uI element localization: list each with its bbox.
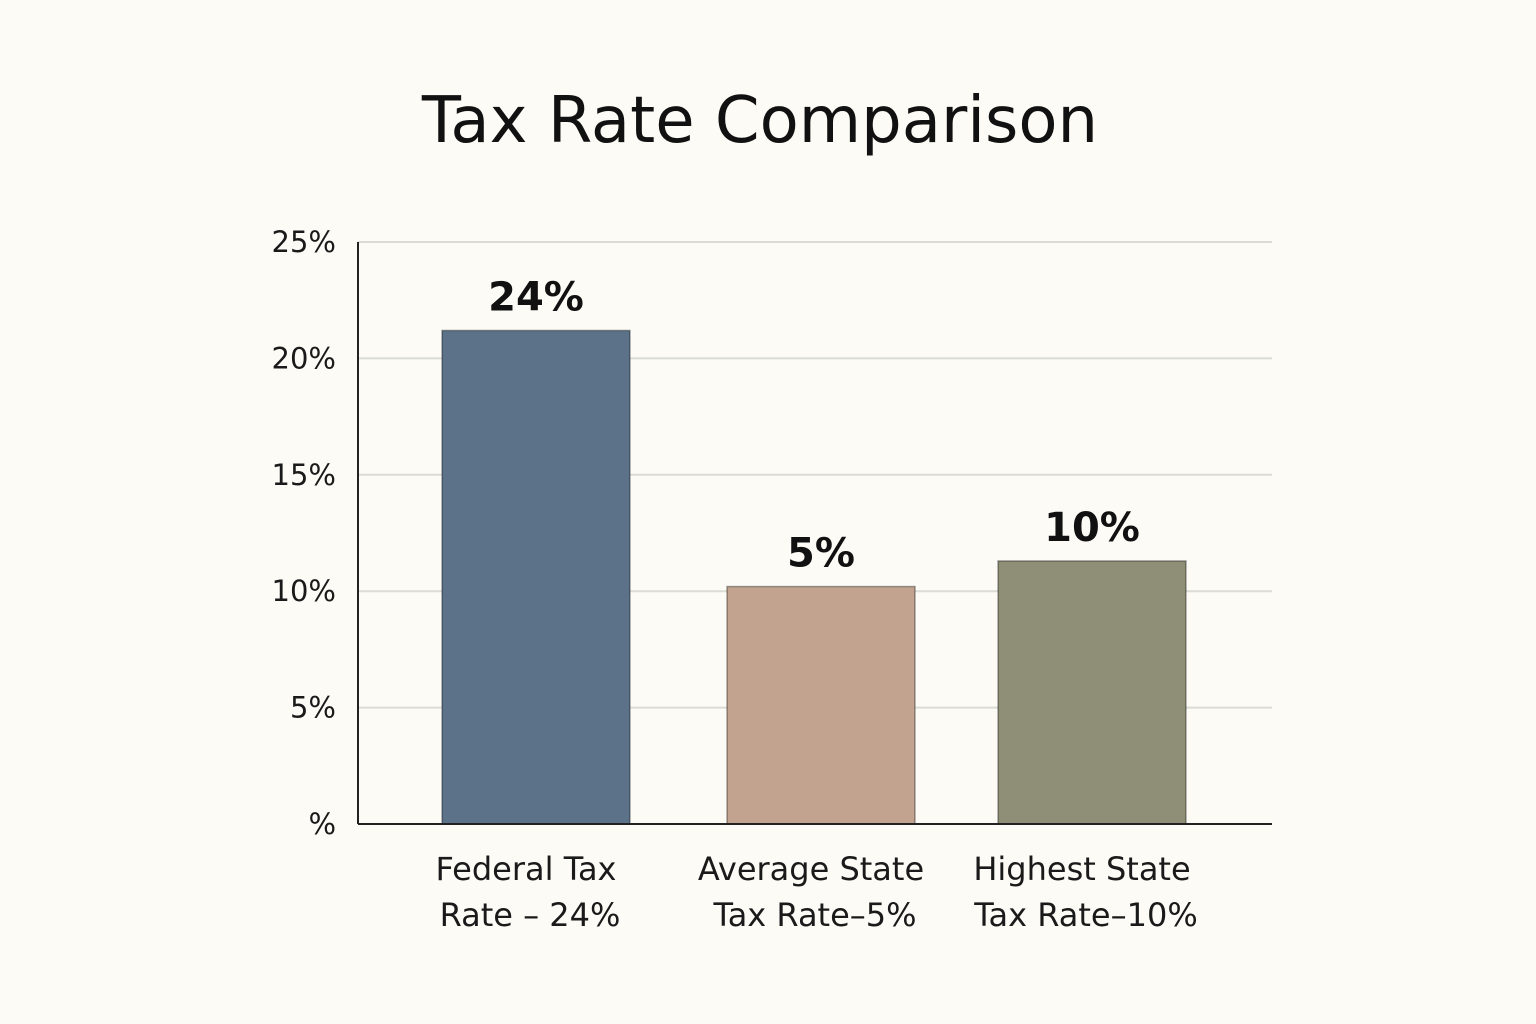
y-tick-label: 25% [272,225,336,259]
bars [441,329,1187,825]
y-tick-label: 20% [272,341,336,375]
y-tick-label: % [308,807,336,841]
chart-title: Tax Rate Comparison [421,84,1099,158]
category-label: Tax Rate–10% [973,896,1197,934]
y-tick-label: 15% [272,458,336,492]
category-label: Tax Rate–5% [712,896,916,934]
category-labels: Federal Tax Rate – 24% Average State Tax Ra… [436,850,1198,934]
bar-value-label: 10% [1044,505,1140,551]
category-label: Highest State [973,850,1190,888]
bar [441,329,631,825]
y-tick-label: 5% [290,691,336,725]
category-label: Federal Tax [436,850,617,888]
bar-value-label: 5% [787,531,855,577]
y-axis-ticks: % 5% 10% 15% 20% 25% [272,225,336,841]
y-tick-label: 10% [272,574,336,608]
bar [997,560,1187,825]
category-label: Rate – 24% [440,896,621,934]
data-labels: 24% 5% 10% [488,274,1140,576]
bar [726,585,916,825]
bar-value-label: 24% [488,274,584,320]
category-label: Average State [698,850,924,888]
